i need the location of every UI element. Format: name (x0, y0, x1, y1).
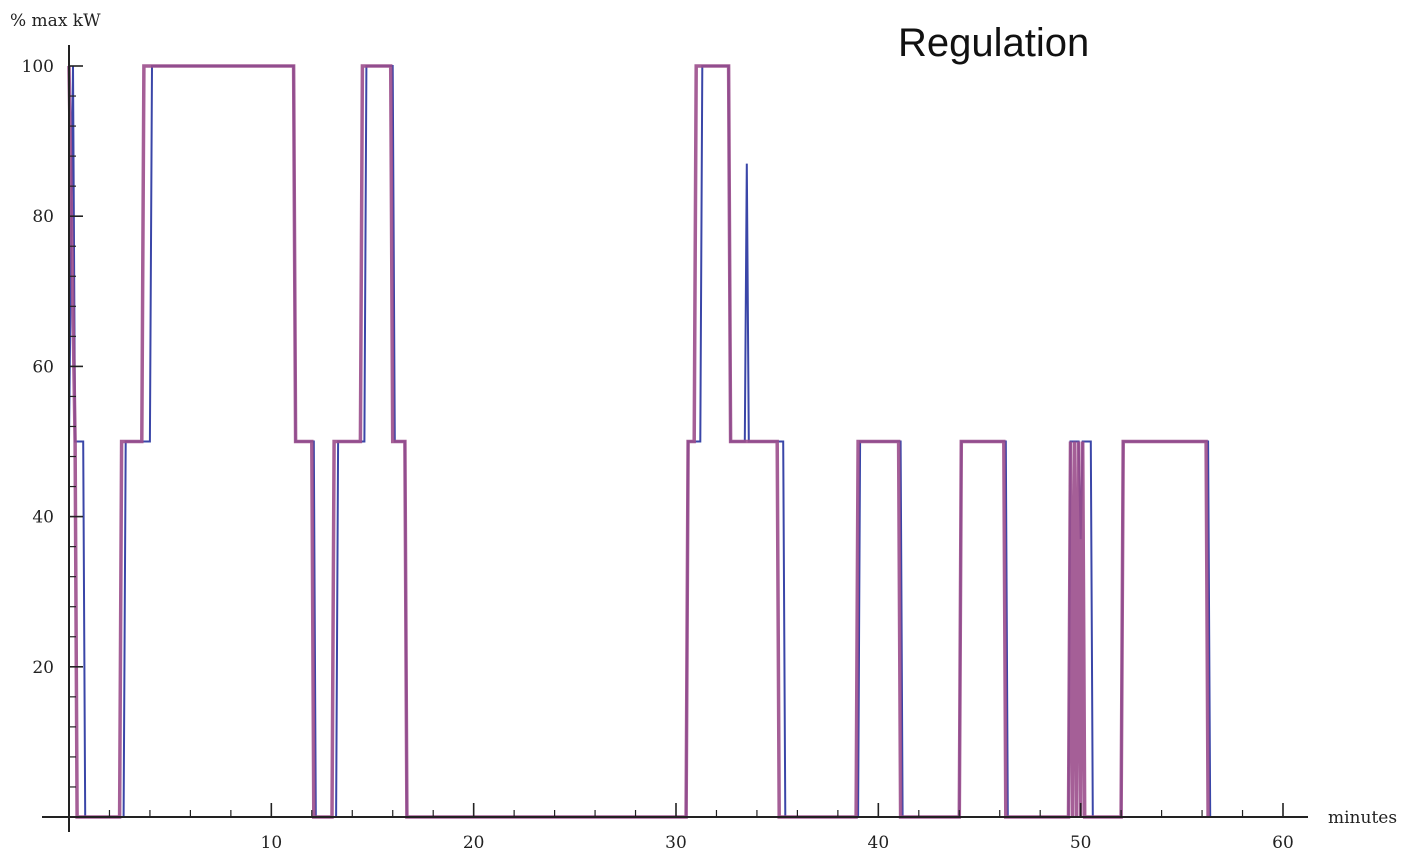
x-tick-label: 60 (1272, 833, 1294, 853)
y-axis-label: % max kW (10, 11, 101, 31)
axes-layer (42, 45, 1308, 832)
x-tick-label: 50 (1070, 833, 1092, 853)
chart-title: Regulation (898, 21, 1089, 65)
series-line-2 (67, 64, 1210, 819)
series-layer (67, 64, 1212, 819)
x-tick-label: 20 (463, 833, 485, 853)
y-tick-label: 40 (32, 508, 54, 528)
y-tick-label: 20 (32, 658, 54, 678)
x-tick-label: 10 (261, 833, 283, 853)
series-line-1 (68, 65, 1212, 818)
y-tick-label: 80 (32, 207, 54, 227)
x-tick-label: 40 (868, 833, 890, 853)
x-axis-label: minutes (1328, 808, 1397, 828)
y-tick-label: 100 (22, 57, 54, 77)
x-tick-label: 30 (665, 833, 687, 853)
ticks-layer: 10 20 30 40 50 60 20 40 60 80 100 (22, 57, 1294, 853)
y-tick-label: 60 (32, 357, 54, 377)
